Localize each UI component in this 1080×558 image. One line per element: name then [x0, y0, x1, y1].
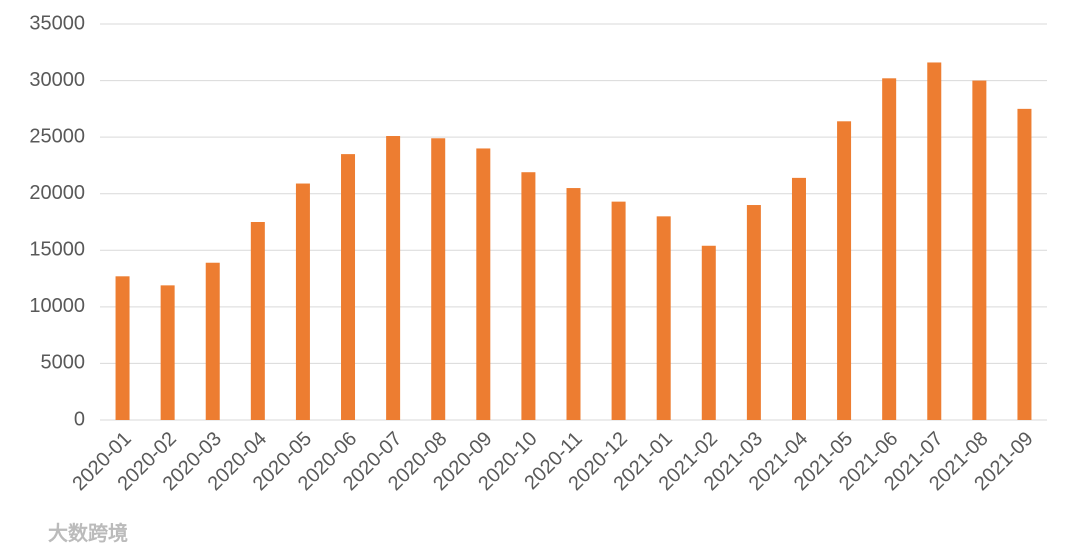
- bar: [431, 138, 446, 420]
- y-tick-label: 0: [74, 408, 85, 430]
- bar: [250, 222, 265, 420]
- bar: [386, 136, 401, 421]
- bar: [972, 80, 987, 421]
- bar: [882, 78, 897, 421]
- bar: [701, 245, 716, 420]
- bar: [746, 205, 761, 420]
- bar: [521, 172, 536, 420]
- bar: [791, 177, 806, 420]
- y-tick-label: 25000: [29, 125, 85, 147]
- y-tick-label: 5000: [41, 352, 86, 374]
- bar: [115, 276, 130, 420]
- bar: [656, 216, 671, 420]
- bar: [837, 121, 852, 420]
- watermark: 大数跨境: [48, 521, 128, 545]
- bar: [927, 62, 942, 421]
- bar: [205, 262, 220, 420]
- y-tick-label: 20000: [29, 182, 85, 204]
- bar: [566, 188, 581, 420]
- y-tick-label: 10000: [29, 295, 85, 317]
- y-tick-label: 30000: [29, 69, 85, 91]
- bar: [160, 285, 175, 420]
- y-tick-label: 35000: [29, 12, 85, 34]
- bar: [476, 148, 491, 420]
- bar: [611, 201, 626, 420]
- bar: [295, 183, 310, 420]
- bar: [1017, 108, 1032, 420]
- y-tick-label: 15000: [29, 239, 85, 261]
- bar: [341, 154, 356, 420]
